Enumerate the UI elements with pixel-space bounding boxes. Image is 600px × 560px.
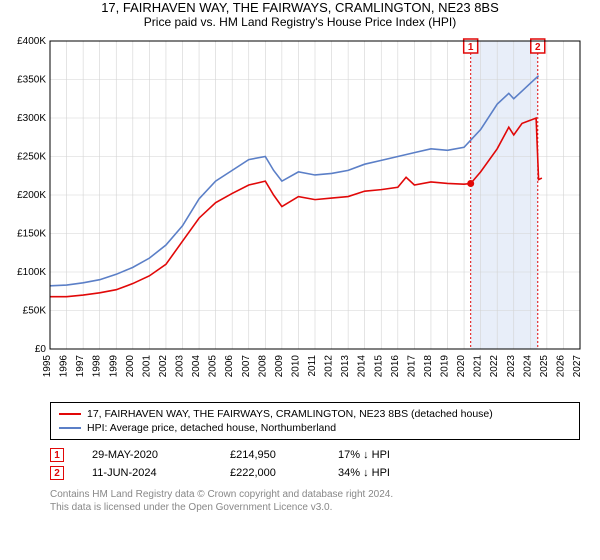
svg-text:1999: 1999 [108,355,119,378]
svg-text:£100K: £100K [17,267,46,278]
svg-text:2001: 2001 [141,355,152,378]
legend-label: 17, FAIRHAVEN WAY, THE FAIRWAYS, CRAMLIN… [87,408,493,420]
marker-date: 29-MAY-2020 [92,449,202,461]
svg-text:2010: 2010 [290,355,301,378]
line-chart-svg: £0 £50K £100K £150K £200K £250K £300K £350K £400… [0,33,600,393]
svg-text:2021: 2021 [473,355,484,378]
svg-text:2013: 2013 [340,355,351,378]
marker-row: 2 11-JUN-2024 £222,000 34% ↓ HPI [50,464,580,482]
svg-text:1997: 1997 [75,355,86,378]
legend-swatch [59,413,81,415]
svg-text:2024: 2024 [522,355,533,378]
svg-text:2008: 2008 [257,355,268,378]
legend-item: 17, FAIRHAVEN WAY, THE FAIRWAYS, CRAMLIN… [59,407,571,421]
svg-text:2: 2 [535,42,541,53]
marker-price: £214,950 [230,449,310,461]
svg-text:2018: 2018 [423,355,434,378]
marker-number-box: 2 [50,466,64,480]
svg-text:1995: 1995 [42,355,53,378]
svg-text:2019: 2019 [440,355,451,378]
svg-text:£400K: £400K [17,36,46,47]
svg-text:£250K: £250K [17,152,46,163]
svg-text:£200K: £200K [17,190,46,201]
marker-diff: 34% ↓ HPI [338,467,428,479]
chart-subtitle: Price paid vs. HM Land Registry's House … [0,15,600,29]
legend-label: HPI: Average price, detached house, Nort… [87,422,336,434]
svg-text:1: 1 [468,42,474,53]
svg-text:2016: 2016 [390,355,401,378]
svg-text:2000: 2000 [125,355,136,378]
svg-text:£350K: £350K [17,75,46,86]
marker-row: 1 29-MAY-2020 £214,950 17% ↓ HPI [50,446,580,464]
svg-text:£150K: £150K [17,229,46,240]
svg-text:2014: 2014 [357,355,368,378]
chart-title: 17, FAIRHAVEN WAY, THE FAIRWAYS, CRAMLIN… [0,0,600,15]
svg-text:2004: 2004 [191,355,202,378]
svg-text:1996: 1996 [59,355,70,378]
legend-item: HPI: Average price, detached house, Nort… [59,421,571,435]
credits: Contains HM Land Registry data © Crown c… [50,488,580,514]
svg-text:2005: 2005 [208,355,219,378]
svg-text:£300K: £300K [17,113,46,124]
credit-line-1: Contains HM Land Registry data © Crown c… [50,488,580,501]
svg-text:2011: 2011 [307,355,318,377]
svg-text:2007: 2007 [241,355,252,378]
svg-text:2015: 2015 [373,355,384,378]
svg-text:2017: 2017 [406,355,417,378]
svg-text:2020: 2020 [456,355,467,378]
marker-table: 1 29-MAY-2020 £214,950 17% ↓ HPI 2 11-JUN-202… [50,446,580,482]
svg-text:£0: £0 [35,344,47,355]
svg-text:£50K: £50K [23,306,47,317]
svg-text:2026: 2026 [555,355,566,378]
svg-text:2012: 2012 [324,355,335,378]
svg-text:2003: 2003 [175,355,186,378]
svg-text:2022: 2022 [489,355,500,378]
svg-text:2006: 2006 [224,355,235,378]
marker-price: £222,000 [230,467,310,479]
marker-diff: 17% ↓ HPI [338,449,428,461]
svg-text:2002: 2002 [158,355,169,378]
chart-area: £0 £50K £100K £150K £200K £250K £300K £350K £400… [0,33,600,398]
credit-line-2: This data is licensed under the Open Gov… [50,501,580,514]
legend: 17, FAIRHAVEN WAY, THE FAIRWAYS, CRAMLIN… [50,402,580,440]
marker-date: 11-JUN-2024 [92,467,202,479]
svg-text:2009: 2009 [274,355,285,378]
svg-text:2023: 2023 [506,355,517,378]
svg-text:1998: 1998 [92,355,103,378]
svg-text:2025: 2025 [539,355,550,378]
legend-swatch [59,427,81,429]
marker-number-box: 1 [50,448,64,462]
svg-text:2027: 2027 [572,355,583,378]
